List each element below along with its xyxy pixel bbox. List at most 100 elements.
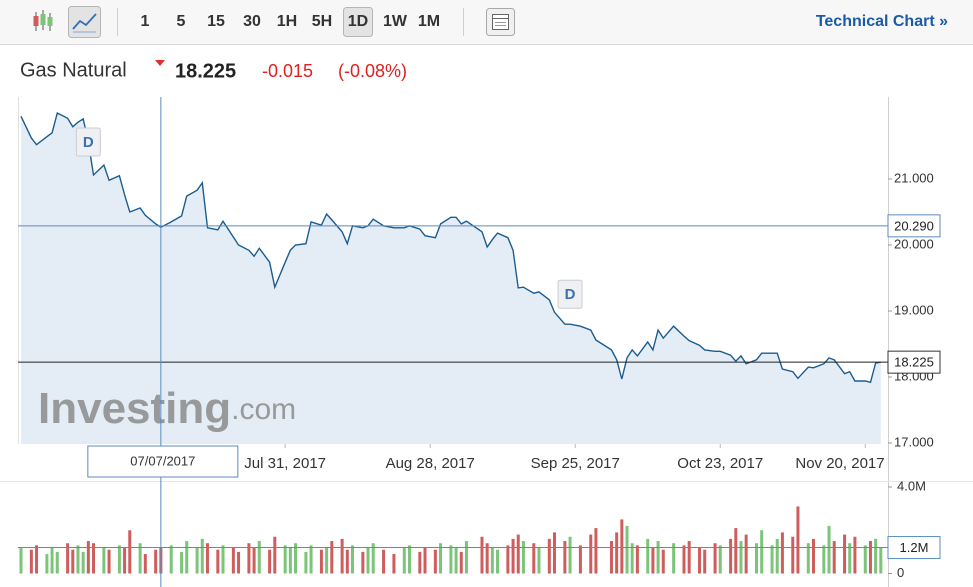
volume-bar (19, 547, 23, 574)
volume-bar (433, 549, 437, 574)
volume-bar (729, 538, 733, 574)
volume-bar (55, 551, 59, 574)
volume-bar (319, 549, 323, 574)
price-area (21, 113, 881, 444)
volume-bar (496, 549, 500, 574)
volume-bar (521, 541, 525, 574)
volume-bar (868, 541, 872, 574)
volume-bar (682, 545, 686, 574)
volume-bar (180, 551, 184, 574)
volume-bar (237, 551, 241, 574)
volume-bar (366, 547, 370, 574)
volume-bar (780, 532, 784, 574)
volume-bar (45, 554, 49, 574)
volume-bar (449, 545, 453, 574)
interval-button[interactable]: 5 (177, 13, 186, 30)
volume-bar (340, 538, 344, 574)
volume-bar (791, 536, 795, 574)
volume-bar (609, 541, 613, 574)
event-marker-box (557, 279, 583, 309)
volume-bar (138, 543, 142, 574)
volume-bar (713, 543, 717, 574)
y-tick-label: 17.000 (894, 434, 934, 449)
table-icon[interactable] (486, 8, 515, 36)
x-tick-label: Aug 28, 2017 (386, 455, 475, 472)
x-tick-label: Nov 20, 2017 (795, 455, 884, 472)
volume-bar (843, 534, 847, 574)
interval-button[interactable]: 1H (277, 13, 297, 30)
volume-bar (273, 536, 277, 574)
crosshair-volume-label: 1.2M (900, 540, 929, 555)
volume-bar (345, 549, 349, 574)
volume-bar (480, 536, 484, 574)
volume-bar (827, 525, 831, 574)
volume-bar (537, 547, 541, 574)
volume-bar (330, 541, 334, 574)
volume-bar (718, 545, 722, 574)
volume-bar (464, 541, 468, 574)
volume-bar (304, 551, 308, 574)
volume-bar (123, 547, 127, 574)
interval-button[interactable]: 15 (207, 13, 225, 30)
down-arrow (155, 60, 165, 66)
volume-bar (247, 543, 251, 574)
volume-bar (703, 549, 707, 574)
volume-bar (29, 549, 33, 574)
interval-button[interactable]: 1W (383, 13, 408, 30)
volume-bar (185, 541, 189, 574)
volume-bar (92, 543, 96, 574)
volume-bar (257, 541, 261, 574)
volume-bar (490, 547, 494, 574)
volume-tick-label: 4.0M (897, 478, 926, 493)
interval-button[interactable]: 5H (312, 13, 332, 30)
volume-bar (418, 551, 422, 574)
volume-bar (806, 543, 810, 574)
volume-bar (169, 545, 173, 574)
volume-bar (770, 545, 774, 574)
volume-bar (325, 547, 329, 574)
volume-bar (744, 534, 748, 574)
volume-bar (547, 538, 551, 574)
volume-bar (117, 545, 121, 574)
volume-bar (796, 506, 800, 574)
volume-bar (879, 547, 883, 574)
volume-bar (506, 545, 510, 574)
volume-bar (268, 549, 272, 574)
watermark-part: .com (231, 393, 296, 426)
candle-icon[interactable] (33, 10, 53, 31)
volume-bar (620, 519, 624, 574)
volume-bar (848, 543, 852, 574)
active-interval-box (343, 7, 373, 37)
volume-bar (516, 534, 520, 574)
interval-button[interactable]: 1D (348, 13, 368, 30)
interval-button[interactable]: 1M (418, 13, 440, 30)
line-icon[interactable] (68, 6, 101, 38)
interval-button[interactable]: 1 (141, 13, 150, 30)
volume-bar (81, 551, 85, 574)
volume-bar (195, 547, 199, 574)
volume-bar (407, 545, 411, 574)
price-change-percent: (-0.08%) (338, 61, 407, 81)
watermark-part: Investing (38, 384, 231, 433)
technical-chart-link[interactable]: Technical Chart » (816, 13, 948, 30)
volume-bar (811, 538, 815, 574)
volume-bar (511, 538, 515, 574)
last-price-label: 18.225 (894, 355, 934, 370)
volume-bar (739, 541, 743, 574)
volume-bar (822, 545, 826, 574)
volume-bar (485, 543, 489, 574)
y-tick-label: 20.000 (894, 236, 934, 251)
last-price: 18.225 (175, 60, 236, 82)
interval-button[interactable]: 30 (243, 13, 261, 30)
watermark: Investing.com (38, 384, 296, 433)
crosshair-price-label: 20.290 (894, 218, 934, 233)
volume-bar (656, 541, 660, 574)
volume-bar (350, 545, 354, 574)
volume-bar (630, 543, 634, 574)
volume-bar (853, 536, 857, 574)
volume-bar (459, 551, 463, 574)
volume-bar (231, 547, 235, 574)
volume-bar (66, 543, 70, 574)
volume-bar (392, 554, 396, 574)
volume-bar (382, 549, 386, 574)
